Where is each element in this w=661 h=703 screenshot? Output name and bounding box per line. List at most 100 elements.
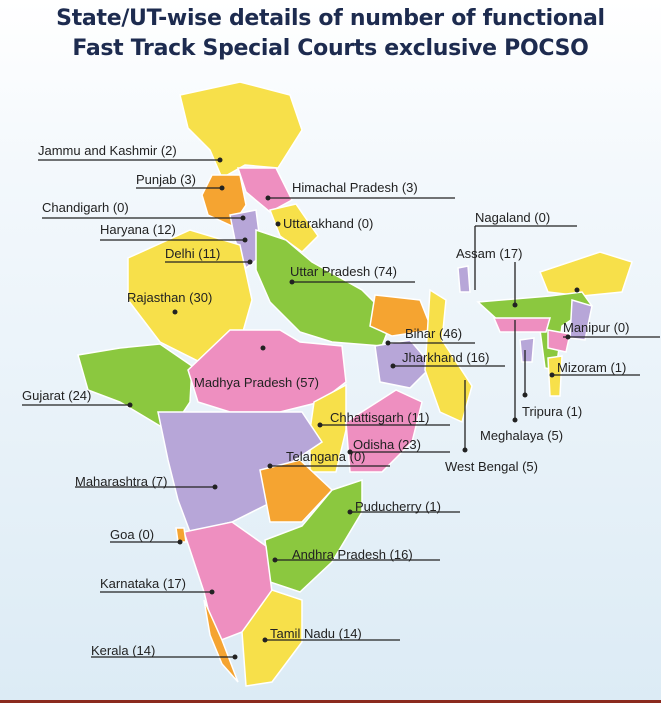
- state-name: Kerala: [91, 643, 129, 658]
- label-haryana: Haryana (12): [100, 222, 176, 237]
- state-name: Tripura: [522, 404, 563, 419]
- state-name: Madhya Pradesh: [194, 375, 293, 390]
- marker-dot-andhra-pradesh: [272, 557, 278, 563]
- region-manipur: [547, 329, 571, 353]
- marker-dot-kerala: [232, 654, 238, 660]
- state-name: Goa: [110, 527, 135, 542]
- state-name: Maharashtra: [75, 474, 148, 489]
- court-count: (1): [421, 499, 441, 514]
- court-count: (16): [385, 547, 413, 562]
- court-count: (30): [185, 290, 213, 305]
- state-name: Himachal Pradesh: [292, 180, 399, 195]
- state-name: Karnataka: [100, 576, 160, 591]
- marker-dot-mizoram: [549, 372, 555, 378]
- marker-dot-jharkhand: [390, 363, 396, 369]
- bottom-border: [0, 700, 661, 703]
- marker-dot-telangana: [267, 463, 273, 469]
- label-mizoram: Mizoram (1): [557, 360, 626, 375]
- label-kerala: Kerala (14): [91, 643, 155, 658]
- label-manipur: Manipur (0): [563, 320, 629, 335]
- state-name: Delhi: [165, 246, 195, 261]
- court-count: (0): [134, 527, 155, 542]
- label-karnataka: Karnataka (17): [100, 576, 186, 591]
- court-count: (11): [194, 246, 221, 261]
- map-title: State/UT-wise details of number of funct…: [0, 4, 661, 64]
- marker-dot-delhi: [247, 259, 253, 265]
- court-count: (14): [128, 643, 156, 658]
- region-goa: [175, 527, 187, 543]
- label-gujarat: Gujarat (24): [22, 388, 91, 403]
- label-jammu-and-kashmir: Jammu and Kashmir (2): [38, 143, 177, 158]
- marker-dot-madhya-pradesh: [260, 345, 266, 351]
- region-tamil-nadu: [241, 589, 303, 687]
- court-count: (11): [403, 410, 430, 425]
- region-meghalaya: [492, 317, 551, 333]
- court-count: (1): [562, 404, 583, 419]
- label-odisha: Odisha (23): [353, 437, 421, 452]
- label-chandigarh: Chandigarh (0): [42, 200, 129, 215]
- region-nagaland-manipur: [569, 299, 593, 341]
- court-count: (0): [530, 210, 551, 225]
- state-name: Haryana: [100, 222, 150, 237]
- court-count: (23): [394, 437, 421, 452]
- court-count: (0): [109, 200, 129, 215]
- label-tripura: Tripura (1): [522, 404, 582, 419]
- region-mizoram: [547, 355, 563, 397]
- state-name: Chhattisgarh: [330, 410, 404, 425]
- court-count: (16): [462, 350, 490, 365]
- label-himachal-pradesh: Himachal Pradesh (3): [292, 180, 418, 195]
- court-count: (57): [292, 375, 320, 390]
- label-nagaland: Nagaland (0): [475, 210, 550, 225]
- title-line-1: State/UT-wise details of number of funct…: [56, 6, 605, 31]
- court-count: (3): [176, 172, 196, 187]
- marker-dot-maharashtra: [212, 484, 218, 490]
- marker-dot-tripura: [522, 392, 528, 398]
- state-name: Chandigarh: [42, 200, 110, 215]
- court-count: (46): [435, 326, 463, 341]
- state-name: Jharkhand: [402, 350, 463, 365]
- region-west-bengal: [424, 288, 473, 424]
- court-count: (24): [64, 388, 92, 403]
- marker-dot-gujarat: [127, 402, 133, 408]
- marker-dot-haryana: [242, 237, 248, 243]
- court-count: (17): [495, 246, 523, 261]
- region-kerala: [203, 599, 239, 683]
- marker-dot-chandigarh: [240, 215, 246, 221]
- region-himachal: [236, 167, 293, 213]
- marker-dot-bihar: [385, 340, 391, 346]
- label-madhya-pradesh: Madhya Pradesh (57): [194, 375, 319, 390]
- marker-dot-uttar-pradesh: [289, 279, 295, 285]
- state-name: Odisha: [353, 437, 395, 452]
- court-count: (7): [147, 474, 168, 489]
- state-name: Andhra Pradesh: [292, 547, 386, 562]
- court-count: (5): [543, 428, 564, 443]
- marker-dot-rajasthan: [172, 309, 178, 315]
- marker-dot-himachal-pradesh: [265, 195, 271, 201]
- region-jammu-kashmir: [179, 81, 303, 180]
- label-uttarakhand: Uttarakhand (0): [283, 216, 373, 231]
- state-name: Telangana: [286, 449, 346, 464]
- region-telangana: [259, 459, 334, 523]
- court-count: (74): [370, 264, 397, 279]
- label-maharashtra: Maharashtra (7): [75, 474, 167, 489]
- court-count: (14): [335, 626, 362, 641]
- court-count: (0): [346, 449, 366, 464]
- court-count: (3): [398, 180, 418, 195]
- label-chhattisgarh: Chhattisgarh (11): [330, 410, 429, 425]
- marker-dot-uttarakhand: [275, 221, 281, 227]
- label-andhra-pradesh: Andhra Pradesh (16): [292, 547, 413, 562]
- state-name: Bihar: [405, 326, 436, 341]
- court-count: (0): [353, 216, 374, 231]
- region-arunachal: [539, 251, 633, 297]
- region-madhya-pradesh: [187, 329, 347, 413]
- label-tamil-nadu: Tamil Nadu (14): [270, 626, 362, 641]
- court-count: (17): [159, 576, 186, 591]
- state-name: Tamil Nadu: [270, 626, 336, 641]
- state-name: Rajasthan: [127, 290, 186, 305]
- marker-dot-goa: [177, 539, 183, 545]
- marker-dot-manipur: [565, 334, 571, 340]
- label-punjab: Punjab (3): [136, 172, 196, 187]
- marker-dot-assam: [512, 302, 518, 308]
- state-name: West Bengal: [445, 459, 519, 474]
